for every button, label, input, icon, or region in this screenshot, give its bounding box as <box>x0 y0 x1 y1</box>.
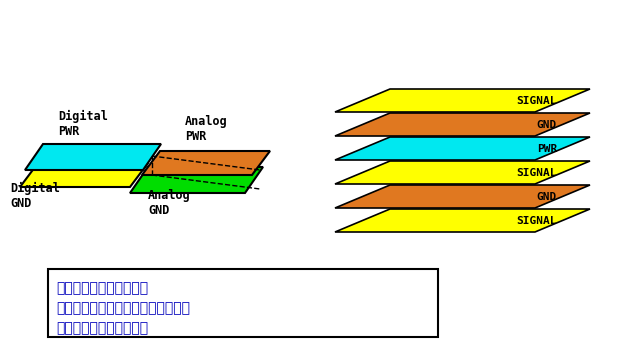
Polygon shape <box>335 137 590 160</box>
Polygon shape <box>335 113 590 136</box>
Text: Digital
PWR: Digital PWR <box>58 110 108 138</box>
FancyBboxPatch shape <box>48 269 438 337</box>
Text: SIGNAL: SIGNAL <box>516 216 557 225</box>
Text: Digital
GND: Digital GND <box>10 182 60 210</box>
Text: 摸拟电源层与数字地层不应有重叠。: 摸拟电源层与数字地层不应有重叠。 <box>56 301 190 315</box>
Polygon shape <box>142 151 270 175</box>
Text: 信号层应有相应的地层。: 信号层应有相应的地层。 <box>56 321 148 335</box>
Text: Analog
GND: Analog GND <box>148 189 191 217</box>
Polygon shape <box>25 144 161 170</box>
Text: PWR: PWR <box>537 144 557 154</box>
Polygon shape <box>335 89 590 112</box>
Polygon shape <box>335 161 590 184</box>
Polygon shape <box>130 167 263 193</box>
Polygon shape <box>335 209 590 232</box>
Polygon shape <box>335 185 590 208</box>
Text: GND: GND <box>537 119 557 130</box>
Text: SIGNAL: SIGNAL <box>516 168 557 177</box>
Text: Analog
PWR: Analog PWR <box>185 115 228 143</box>
Text: 电源步版基本要点之六：: 电源步版基本要点之六： <box>56 281 148 295</box>
Text: SIGNAL: SIGNAL <box>516 96 557 105</box>
Text: GND: GND <box>537 191 557 202</box>
Polygon shape <box>20 163 148 187</box>
